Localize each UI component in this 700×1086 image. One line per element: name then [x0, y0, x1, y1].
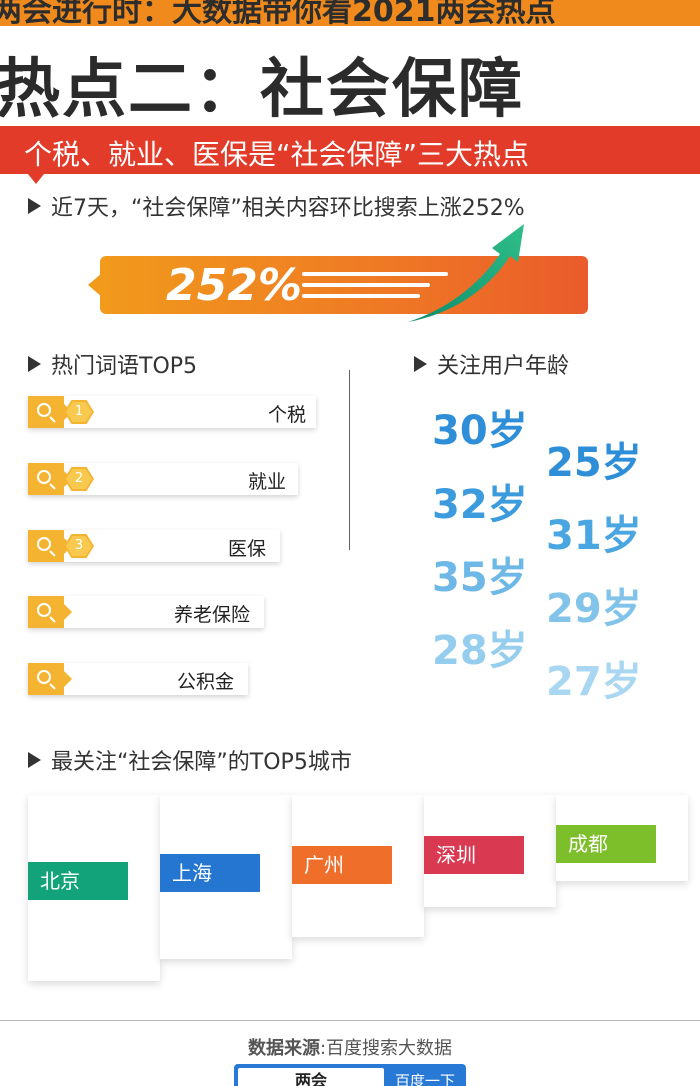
banner-tip [88, 273, 102, 297]
trend-heading-text: 近7天，“社会保障”相关内容环比搜索上涨252% [51, 196, 525, 221]
hot-term-label: 医保 [227, 538, 266, 560]
rank-number: 2 [66, 469, 92, 489]
top-banner-text: 两会进行时：大数据带你看2021两会热点 [0, 0, 556, 26]
search-bar[interactable]: 两会 百度一下 [234, 1064, 466, 1086]
hot-term-row[interactable]: 1 个税 [28, 396, 316, 428]
subtitle-notch [28, 174, 44, 184]
city-label: 成都 [556, 825, 656, 863]
age-label: 31岁 [546, 513, 642, 559]
trend-banner: 252% [88, 256, 588, 314]
rank-number: 1 [66, 402, 92, 422]
age-label: 35岁 [432, 555, 528, 601]
search-icon-box [28, 396, 72, 428]
top-banner: 两会进行时：大数据带你看2021两会热点 [0, 0, 700, 26]
search-icon-box [28, 596, 72, 628]
hot-term-label: 养老保险 [173, 604, 250, 626]
age-label: 29岁 [546, 586, 642, 632]
age-label: 28岁 [432, 628, 528, 674]
data-source: 数据来源:百度搜索大数据 [247, 1038, 453, 1059]
search-icon [37, 470, 51, 484]
triangle-bullet-icon [28, 198, 41, 214]
speed-line [302, 272, 448, 276]
hot-term-row[interactable]: 公积金 [28, 663, 248, 695]
city-label: 广州 [292, 846, 392, 884]
search-icon [37, 670, 51, 684]
hot-term-row[interactable]: 3 医保 [28, 530, 280, 562]
ages-heading-text: 关注用户年龄 [437, 354, 570, 379]
rank-hex-icon: 2 [64, 467, 94, 491]
hot-term-row[interactable]: 养老保险 [28, 596, 264, 628]
age-label: 32岁 [432, 482, 528, 528]
search-icon [37, 537, 51, 551]
search-icon [37, 403, 51, 417]
city-label: 深圳 [424, 836, 524, 874]
age-label: 30岁 [432, 408, 528, 454]
age-label: 25岁 [546, 440, 642, 486]
triangle-bullet-icon [28, 752, 41, 768]
search-icon-box [28, 530, 72, 562]
hot-term-label: 就业 [247, 471, 286, 493]
rank-hex-icon: 1 [64, 400, 94, 424]
hot-terms-heading-text: 热门词语TOP5 [51, 354, 198, 379]
triangle-bullet-icon [414, 356, 427, 372]
hot-term-label: 公积金 [176, 671, 234, 693]
triangle-bullet-icon [28, 356, 41, 372]
column-divider [349, 370, 350, 550]
ages-heading: 关注用户年龄 [414, 348, 569, 380]
search-button[interactable]: 百度一下 [394, 1072, 455, 1086]
age-label: 27岁 [546, 659, 642, 705]
speed-line [302, 294, 420, 298]
city-label: 上海 [160, 854, 260, 892]
rank-hex-icon: 3 [64, 534, 94, 558]
hot-term-label: 个税 [267, 404, 306, 426]
subtitle-bar: 个税、就业、医保是“社会保障”三大热点 [0, 126, 700, 184]
rank-number: 3 [66, 536, 92, 556]
hot-term-row[interactable]: 2 就业 [28, 463, 298, 495]
cities-heading-text: 最关注“社会保障”的TOP5城市 [51, 750, 352, 775]
search-icon-box [28, 663, 72, 695]
trend-heading: 近7天，“社会保障”相关内容环比搜索上涨252% [28, 190, 525, 222]
speed-line [302, 283, 430, 287]
city-label: 北京 [28, 862, 128, 900]
search-icon [37, 603, 51, 617]
page-title: 热点二：社会保障 [0, 53, 524, 127]
search-input[interactable]: 两会 [238, 1068, 384, 1086]
subtitle-text: 个税、就业、医保是“社会保障”三大热点 [24, 138, 530, 171]
cities-heading: 最关注“社会保障”的TOP5城市 [28, 744, 352, 776]
trend-percent: 252% [166, 260, 302, 311]
hot-terms-heading: 热门词语TOP5 [28, 348, 197, 380]
data-source-value: 百度搜索大数据 [326, 1038, 453, 1059]
search-icon-box [28, 463, 72, 495]
footer-divider [0, 1020, 700, 1021]
data-source-label: 数据来源 [247, 1038, 320, 1059]
upward-arrow-icon [408, 224, 524, 322]
